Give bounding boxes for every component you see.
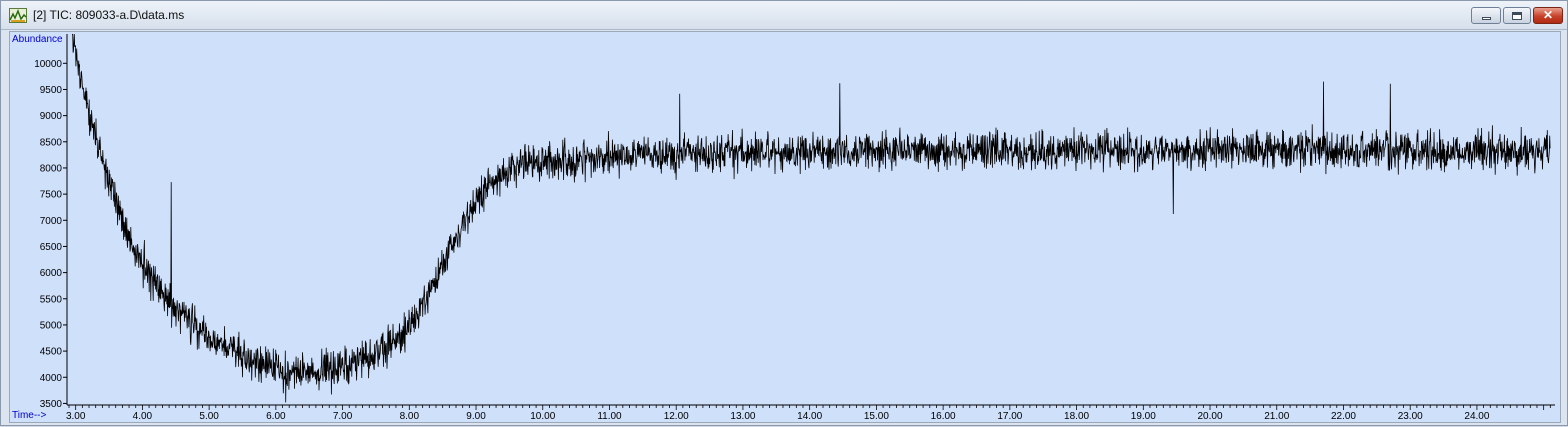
close-icon: ✕ [1542, 8, 1554, 22]
x-tick-label: 22.00 [1331, 411, 1356, 422]
x-tick-label: 13.00 [730, 411, 755, 422]
y-tick-label: 10000 [34, 59, 62, 70]
y-axis-label: Abundance [12, 34, 63, 45]
x-tick-label: 24.00 [1464, 411, 1489, 422]
y-tick-label: 4000 [40, 373, 63, 384]
x-tick-label: 14.00 [797, 411, 822, 422]
axes [66, 34, 1555, 406]
x-tick-label: 21.00 [1264, 411, 1289, 422]
close-button[interactable]: ✕ [1533, 7, 1563, 24]
tic-trace-line [71, 33, 1551, 403]
tic-trace-series [71, 33, 1551, 403]
x-tick-label: 16.00 [931, 411, 956, 422]
minimize-icon [1482, 17, 1491, 20]
y-tick-label: 9000 [40, 111, 63, 122]
maximize-icon [1512, 12, 1522, 20]
title-bar[interactable]: [2] TIC: 809033-a.D\data.ms ✕ [1, 1, 1567, 30]
x-tick-label: 3.00 [66, 411, 86, 422]
x-tick-label: 5.00 [199, 411, 219, 422]
x-axis-label: Time--> [12, 410, 47, 421]
y-tick-label: 6000 [40, 268, 63, 279]
x-ticks: 3.00 4.00 5.00 6.00 7.00 8.00 9.00 10.00 11.00 12… [66, 405, 1551, 422]
x-tick-label: 15.00 [864, 411, 889, 422]
x-tick-label: 20.00 [1198, 411, 1223, 422]
x-tick-label: 9.00 [466, 411, 486, 422]
x-tick-label: 11.00 [597, 411, 622, 422]
x-tick-label: 8.00 [400, 411, 420, 422]
maximize-button[interactable] [1503, 7, 1531, 24]
tic-chart: Abundance Time--> 3500 4000 4500 5000 5500 60… [12, 33, 1555, 422]
x-tick-label: 23.00 [1398, 411, 1423, 422]
y-tick-label: 8000 [40, 163, 63, 174]
y-ticks: 3500 4000 4500 5000 5500 6000 6500 7000 7500 8000… [34, 59, 67, 410]
x-tick-label: 12.00 [664, 411, 689, 422]
y-tick-label: 9500 [40, 85, 63, 96]
y-tick-label: 7000 [40, 216, 63, 227]
window-title: [2] TIC: 809033-a.D\data.ms [33, 8, 185, 22]
y-tick-label: 7500 [40, 190, 63, 201]
x-tick-label: 4.00 [133, 411, 153, 422]
x-tick-label: 7.00 [333, 411, 353, 422]
y-tick-label: 6500 [40, 242, 63, 253]
x-tick-label: 6.00 [266, 411, 286, 422]
y-tick-label: 5500 [40, 294, 63, 305]
plot-area[interactable]: Abundance Time--> 3500 4000 4500 5000 5500 60… [9, 31, 1561, 423]
y-tick-label: 8500 [40, 137, 63, 148]
x-tick-label: 17.00 [997, 411, 1022, 422]
y-tick-label: 4500 [40, 347, 63, 358]
x-tick-label: 19.00 [1131, 411, 1156, 422]
y-tick-label: 3500 [40, 399, 63, 410]
x-tick-label: 10.00 [530, 411, 555, 422]
minimize-button[interactable] [1471, 7, 1501, 24]
y-tick-label: 5000 [40, 320, 63, 331]
x-tick-label: 18.00 [1064, 411, 1089, 422]
chromatogram-app-icon [9, 8, 27, 23]
